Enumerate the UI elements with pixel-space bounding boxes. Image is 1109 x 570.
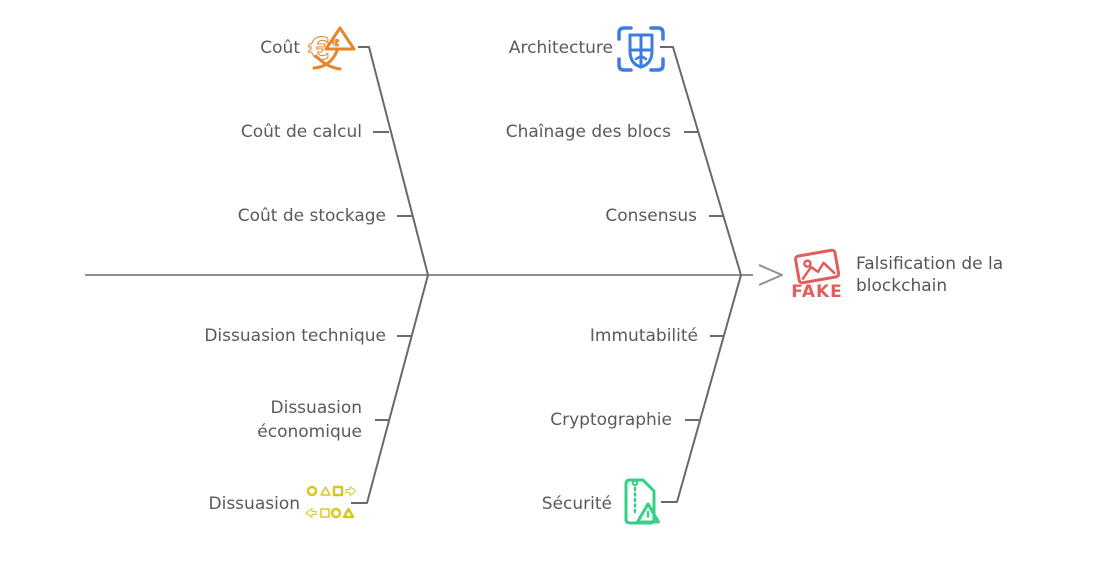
branch-label-architecture: Architecture — [508, 38, 613, 58]
cause-label-cout-de-calcul: Coût de calcul — [240, 122, 362, 142]
cause-label-immutabilite: Immutabilité — [589, 326, 698, 346]
cause-label-chainage-des-blocs: Chaînage des blocs — [505, 122, 671, 142]
cause-label-cryptographie: Cryptographie — [550, 410, 672, 430]
head-label: Falsification de la blockchain — [856, 253, 1003, 297]
cause-label-consensus: Consensus — [605, 206, 697, 226]
branch-label-cout: Coût — [260, 38, 300, 58]
bone-bottom-left — [351, 274, 429, 504]
svg-text:€: € — [332, 39, 339, 49]
cause-label-dissuasion-technique: Dissuasion technique — [204, 326, 386, 346]
head-label-line2: blockchain — [856, 276, 948, 296]
face-scan-icon — [617, 26, 665, 72]
branch-label-securite: Sécurité — [541, 494, 612, 514]
bone-top-left — [358, 46, 429, 276]
spine-arrowhead — [758, 264, 783, 286]
fake-caption: FAKE — [791, 282, 843, 302]
cause-label-cout-de-stockage: Coût de stockage — [237, 206, 386, 226]
bone-bottom-right — [661, 274, 742, 503]
shapes-sequence-icon — [306, 485, 356, 519]
svg-text:€: € — [308, 32, 330, 67]
bone-top-right — [660, 46, 742, 276]
cause-label-dissuasion-economique: Dissuasion économique — [257, 398, 362, 442]
head-label-line1: Falsification de la — [856, 254, 1004, 274]
zip-warning-icon — [624, 478, 660, 525]
euro-warning-icon: € € — [308, 26, 356, 71]
branch-label-dissuasion: Dissuasion — [208, 494, 300, 514]
fake-photo-icon — [794, 248, 841, 285]
